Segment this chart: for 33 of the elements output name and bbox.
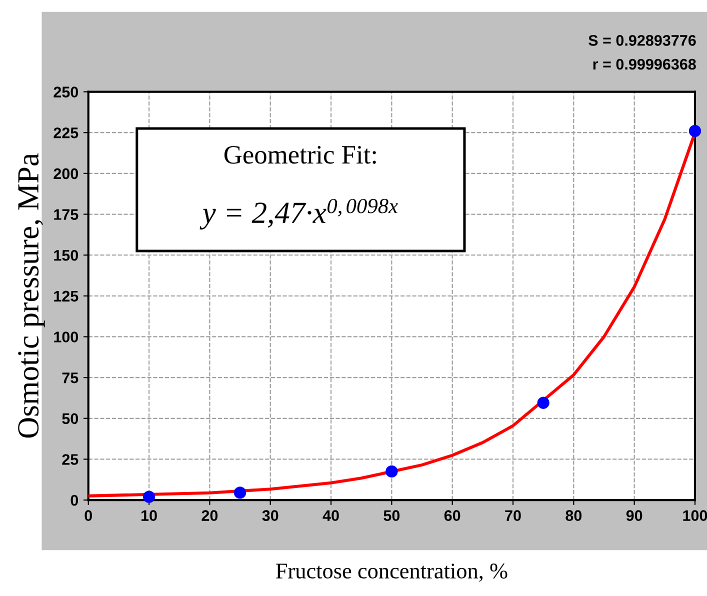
y-tick-label: 225 — [54, 127, 78, 138]
text: S = 0.92893776 — [588, 35, 696, 46]
x-tick-label: 40 — [322, 510, 339, 521]
y-tick-label: 100 — [54, 332, 78, 342]
y-tick-label: 150 — [54, 250, 78, 261]
x-tick-label: 10 — [142, 510, 157, 521]
annotation: Geometric Fit: — [224, 146, 376, 164]
y-tick-label: 125 — [54, 290, 78, 302]
y-tick-label: 50 — [62, 413, 78, 424]
x-tick-label: 20 — [202, 510, 218, 521]
y-axis-title: Osmotic pressure, MPa — [18, 153, 45, 438]
y-tick-label: 250 — [54, 86, 78, 98]
y-tick-label: 75 — [62, 372, 78, 384]
x-tick-label: 60 — [444, 510, 460, 521]
x-axis-title: Fructose concentration, % — [276, 564, 508, 582]
point — [142, 490, 156, 503]
x-tick-label: 80 — [566, 510, 582, 521]
x-tick-label: 90 — [626, 510, 642, 521]
x-tick-label: 30 — [262, 510, 278, 522]
point — [234, 486, 246, 499]
y-tick-label: 25 — [62, 454, 78, 465]
x-tick-label: 50 — [384, 510, 400, 521]
text: r = 0.99996368 — [593, 58, 696, 70]
point — [688, 124, 702, 138]
point — [537, 396, 550, 409]
y-tick-label: 0 — [70, 494, 78, 506]
point — [386, 465, 398, 478]
annotation: y = 2,47·x$^{0,0098x}$ — [200, 198, 398, 230]
y-tick-label: 175 — [54, 209, 78, 220]
y-tick-label: 200 — [54, 168, 78, 180]
x-tick-label: 70 — [505, 510, 521, 521]
x-tick-label: 0 — [84, 510, 92, 521]
x-tick-label: 100 — [683, 510, 707, 521]
